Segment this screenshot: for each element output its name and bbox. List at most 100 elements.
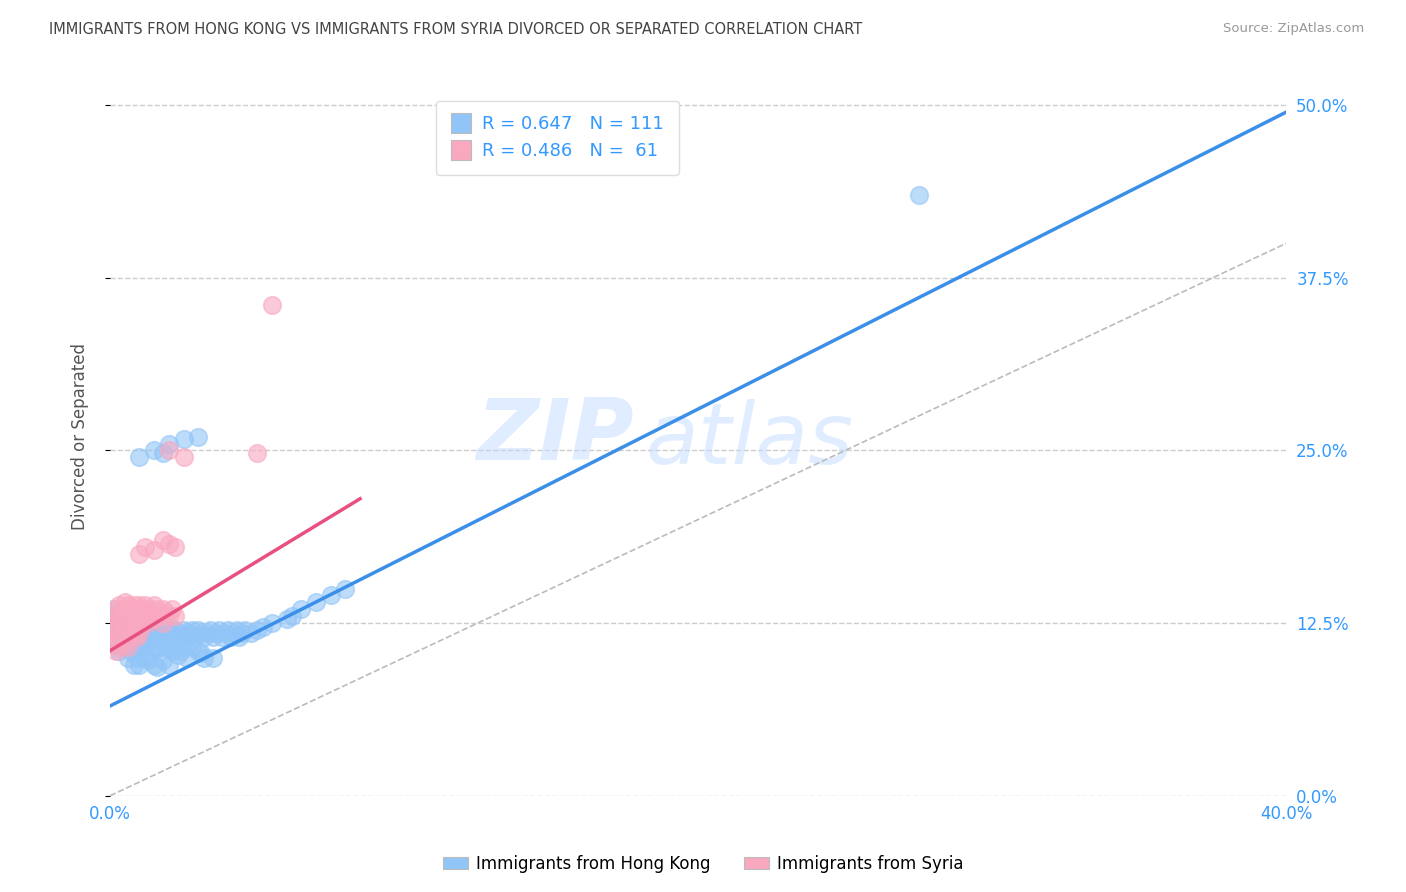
Point [108, 598, 131, 612]
Point [134, 612, 156, 626]
Point [169, 643, 191, 657]
Point [235, 623, 257, 637]
Point [122, 612, 145, 626]
Point [111, 630, 134, 644]
Point [114, 609, 136, 624]
Point [125, 630, 148, 644]
Point [225, 623, 247, 637]
Point [260, 298, 283, 312]
Point [101, 609, 124, 624]
Point [146, 660, 169, 674]
Point [217, 623, 239, 637]
Text: IMMIGRANTS FROM HONG KONG VS IMMIGRANTS FROM SYRIA DIVORCED OR SEPARATED CORRELA: IMMIGRANTS FROM HONG KONG VS IMMIGRANTS … [49, 22, 862, 37]
Point [141, 630, 163, 644]
Point [122, 623, 145, 637]
Point [157, 537, 180, 551]
Point [163, 640, 186, 654]
Point [101, 602, 124, 616]
Point [152, 634, 174, 648]
Point [166, 630, 188, 644]
Point [128, 640, 150, 654]
Point [163, 609, 186, 624]
Point [131, 643, 153, 657]
Point [157, 620, 180, 634]
Point [114, 609, 136, 624]
Point [122, 657, 145, 672]
Point [157, 443, 180, 458]
Point [173, 640, 195, 654]
Point [335, 582, 357, 596]
Point [104, 637, 127, 651]
Point [104, 630, 127, 644]
Point [152, 616, 174, 631]
Point [114, 637, 136, 651]
Point [176, 650, 198, 665]
Point [134, 598, 156, 612]
Point [134, 650, 156, 665]
Point [114, 623, 136, 637]
Point [128, 623, 150, 637]
Point [157, 637, 180, 651]
Point [117, 650, 139, 665]
Point [131, 625, 153, 640]
Point [108, 623, 131, 637]
Point [319, 589, 342, 603]
Point [152, 653, 174, 667]
Point [128, 657, 150, 672]
Point [246, 623, 269, 637]
Point [122, 609, 145, 624]
Point [122, 640, 145, 654]
Point [117, 612, 139, 626]
Point [173, 623, 195, 637]
Point [190, 647, 212, 661]
Point [146, 642, 169, 657]
Point [125, 602, 148, 616]
Point [120, 643, 142, 657]
Point [152, 446, 174, 460]
Point [184, 630, 207, 644]
Point [136, 602, 159, 616]
Point [125, 650, 148, 665]
Point [136, 634, 159, 648]
Point [160, 625, 183, 640]
Point [152, 602, 174, 616]
Point [246, 446, 269, 460]
Point [125, 630, 148, 644]
Point [908, 187, 931, 202]
Point [179, 625, 201, 640]
Point [136, 616, 159, 631]
Point [187, 643, 209, 657]
Point [108, 643, 131, 657]
Point [131, 612, 153, 626]
Point [128, 598, 150, 612]
Point [111, 616, 134, 631]
Point [201, 630, 224, 644]
Point [120, 602, 142, 616]
Point [214, 625, 236, 640]
Point [240, 625, 263, 640]
Point [143, 657, 166, 672]
Point [169, 625, 191, 640]
Point [143, 443, 166, 458]
Point [143, 598, 166, 612]
Point [108, 612, 131, 626]
Point [146, 625, 169, 640]
Point [260, 616, 283, 631]
Point [193, 630, 215, 644]
Point [201, 650, 224, 665]
Point [108, 609, 131, 624]
Point [108, 625, 131, 640]
Point [187, 429, 209, 443]
Point [181, 623, 204, 637]
Point [143, 623, 166, 637]
Point [155, 607, 177, 621]
Point [111, 602, 134, 616]
Point [193, 650, 215, 665]
Point [117, 625, 139, 640]
Point [152, 616, 174, 631]
Point [155, 640, 177, 654]
Point [104, 602, 127, 616]
Point [163, 540, 186, 554]
Point [131, 602, 153, 616]
Point [211, 630, 233, 644]
